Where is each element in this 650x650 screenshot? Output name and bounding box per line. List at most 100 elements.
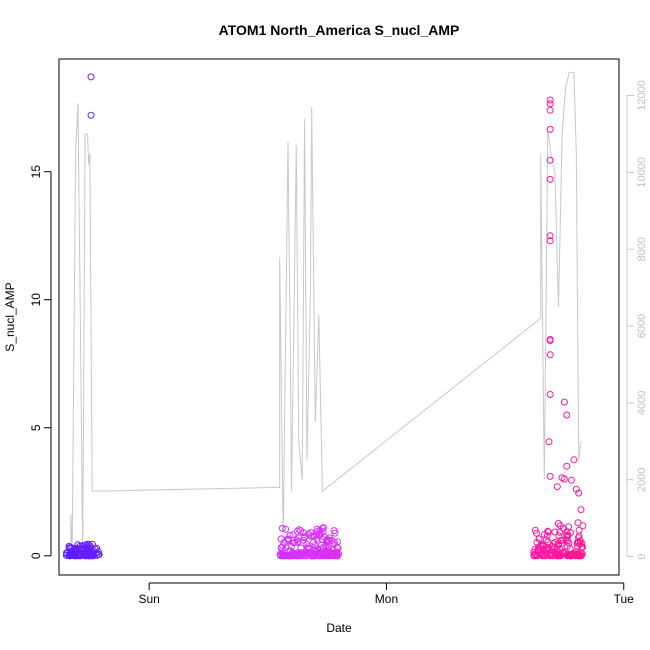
data-point <box>553 483 561 491</box>
y-tick-label: 5 <box>29 424 43 431</box>
data-point <box>324 544 332 552</box>
secondary-y-tick-label: 8000 <box>636 237 648 261</box>
data-point <box>295 551 303 559</box>
data-point <box>93 544 101 552</box>
data-point <box>311 542 319 550</box>
points-layer <box>62 73 587 560</box>
data-point <box>556 552 564 560</box>
data-point <box>546 96 554 104</box>
data-point <box>546 472 554 480</box>
data-point <box>277 551 285 559</box>
data-point <box>323 536 331 543</box>
data-point <box>288 550 296 558</box>
y-axis-label: S_nucl_AMP <box>3 282 17 351</box>
data-point <box>65 544 73 552</box>
data-point <box>282 544 290 551</box>
data-point <box>307 529 314 537</box>
x-tick-label: Sun <box>138 592 159 606</box>
data-point <box>546 156 554 164</box>
secondary-y-tick-label: 4000 <box>636 391 648 415</box>
data-point <box>280 552 288 560</box>
data-point <box>546 237 554 245</box>
data-point <box>563 543 571 550</box>
data-point <box>293 527 301 535</box>
data-point <box>276 550 284 558</box>
data-point <box>302 549 310 557</box>
data-point <box>533 539 541 546</box>
data-point <box>557 551 565 559</box>
data-point <box>575 526 583 534</box>
data-point <box>540 545 548 553</box>
data-point <box>567 529 575 537</box>
data-point <box>72 546 80 553</box>
data-point <box>324 547 332 555</box>
data-point <box>560 398 568 406</box>
secondary-y-tick-label: 2000 <box>636 467 648 491</box>
data-point <box>282 525 290 533</box>
data-point <box>535 535 543 543</box>
data-point <box>538 552 546 560</box>
plot-frame <box>58 58 620 576</box>
secondary-y-tick-label: 0 <box>636 553 648 559</box>
data-point <box>328 545 336 553</box>
data-point <box>294 538 302 546</box>
data-point <box>314 528 322 535</box>
data-point <box>326 552 334 559</box>
data-point <box>579 543 586 551</box>
data-point <box>74 541 82 549</box>
data-point <box>564 551 571 559</box>
data-point <box>544 527 552 535</box>
data-point <box>563 411 571 419</box>
data-point <box>574 519 582 527</box>
data-point <box>93 551 101 559</box>
data-point <box>323 552 330 560</box>
data-point <box>333 550 341 558</box>
series-line <box>70 71 582 557</box>
data-point <box>575 551 583 559</box>
data-point <box>573 539 581 547</box>
data-point <box>559 536 567 544</box>
data-point <box>286 547 294 555</box>
data-point <box>572 552 580 559</box>
data-point <box>568 476 575 484</box>
data-point <box>577 506 585 514</box>
data-point <box>285 537 292 545</box>
data-point <box>539 542 547 550</box>
data-point <box>544 528 552 536</box>
y-tick-label: 15 <box>29 165 43 179</box>
data-point <box>328 536 336 544</box>
data-point <box>542 536 550 544</box>
data-point <box>71 552 79 560</box>
data-point <box>88 544 96 552</box>
data-point <box>570 456 578 464</box>
data-point <box>546 175 554 183</box>
data-point <box>293 549 301 557</box>
data-point <box>297 551 305 559</box>
data-point <box>560 475 568 483</box>
data-point <box>278 524 286 532</box>
data-point <box>563 528 571 536</box>
data-point <box>546 391 554 398</box>
line-layer <box>70 71 582 557</box>
x-axis-label: Date <box>326 621 352 635</box>
data-point <box>555 532 563 540</box>
data-point <box>88 552 96 560</box>
data-point <box>66 550 74 558</box>
data-point <box>544 538 552 546</box>
data-point <box>578 540 586 547</box>
data-point <box>313 548 321 556</box>
data-point <box>82 541 89 549</box>
data-point <box>552 551 560 559</box>
data-point <box>313 535 321 543</box>
x-tick-label: Tue <box>614 592 635 606</box>
x-tick-label: Mon <box>375 592 398 606</box>
data-point <box>558 539 566 547</box>
data-point <box>546 106 554 114</box>
data-point <box>554 520 562 527</box>
data-point <box>299 552 306 560</box>
data-point <box>565 523 572 531</box>
secondary-y-tick-label: 10000 <box>636 157 648 188</box>
chart-title: ATOM1 North_America S_nucl_AMP <box>219 22 460 38</box>
data-point <box>289 531 297 539</box>
data-point <box>545 438 553 446</box>
